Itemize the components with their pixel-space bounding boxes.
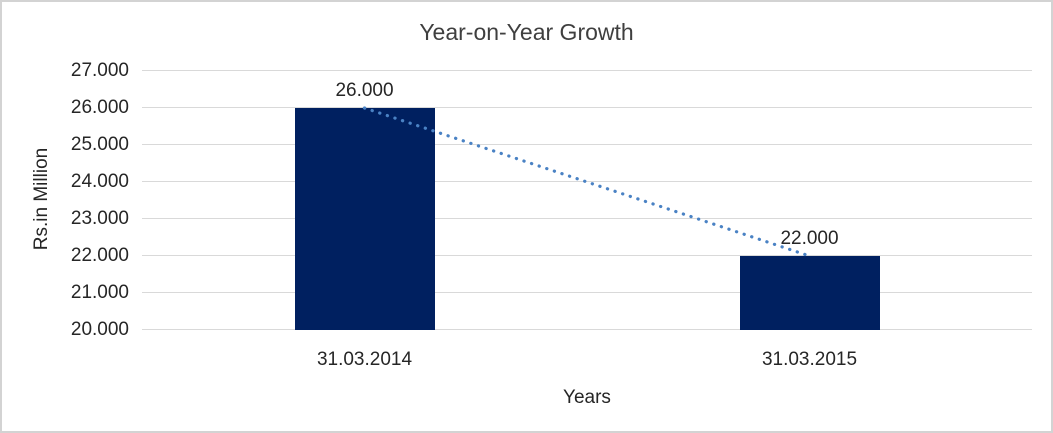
y-tick-label: 26.000	[70, 97, 129, 118]
x-tick-label: 31.03.2014	[316, 349, 413, 370]
x-tick-label: 31.03.2015	[761, 349, 858, 370]
y-tick-label: 27.000	[70, 60, 129, 81]
x-axis-labels: 31.03.2014 31.03.2015	[142, 349, 1032, 373]
y-tick-label: 23.000	[70, 208, 129, 229]
gridline	[142, 144, 1032, 145]
chart-title: Year-on-Year Growth	[419, 19, 634, 45]
bar-31.03.2015	[739, 256, 880, 330]
plot-area: 26.000 22.000	[142, 70, 1032, 330]
y-tick-label: 22.000	[70, 245, 129, 266]
gridline	[142, 181, 1032, 182]
gridline	[142, 329, 1032, 330]
gridline	[142, 107, 1032, 108]
y-tick-label: 24.000	[70, 171, 129, 192]
y-tick-label: 25.000	[70, 134, 129, 155]
gridline	[142, 292, 1032, 293]
y-axis-ticks: 27.000 26.000 25.000 24.000 23.000 22.000 21.0…	[2, 60, 129, 340]
bar-31.03.2014	[294, 108, 435, 330]
data-label: 26.000	[335, 80, 394, 101]
gridline	[142, 255, 1032, 256]
y-tick-label: 21.000	[70, 282, 129, 303]
gridline	[142, 70, 1032, 71]
data-label: 22.000	[780, 228, 839, 249]
x-axis-title: Years	[563, 387, 611, 408]
gridline	[142, 218, 1032, 219]
y-tick-label: 20.000	[70, 319, 129, 340]
